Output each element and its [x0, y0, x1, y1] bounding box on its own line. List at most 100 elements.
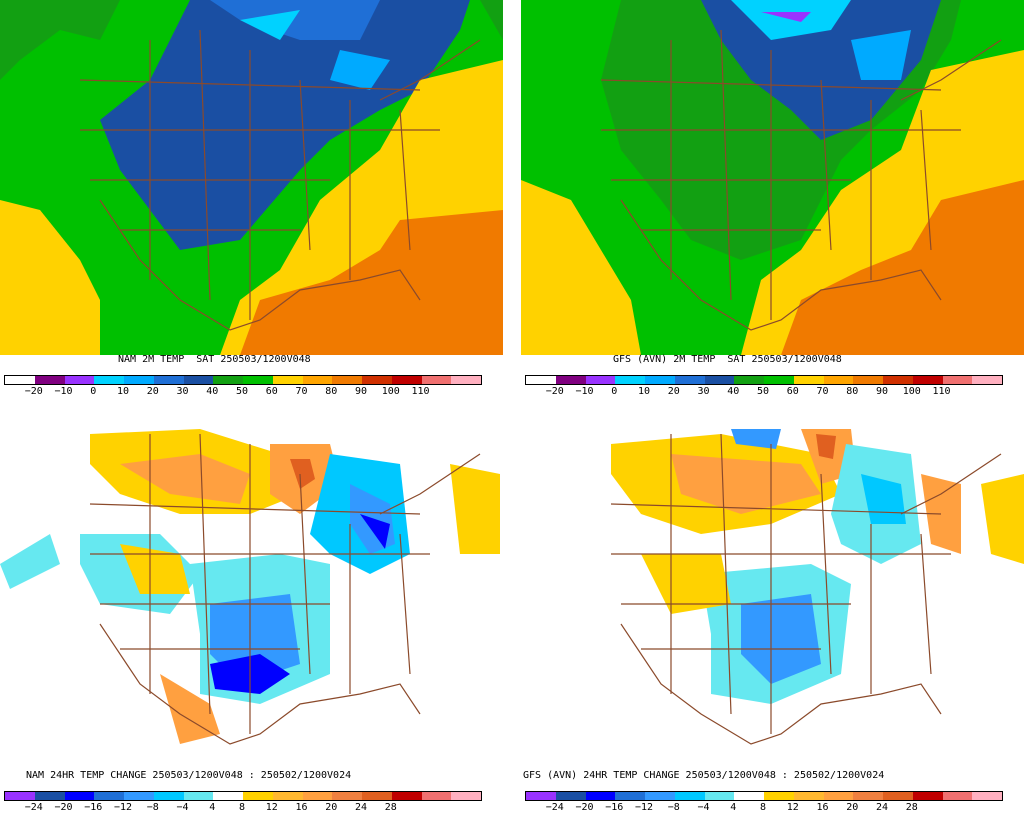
colorbar-swatch: [213, 792, 243, 800]
nam-temp-colorbar-labels: −20 −10 0 10 20 30 40 50 60 70 80 90 100 110: [4, 386, 480, 398]
colorbar-label: 90: [354, 386, 368, 397]
colorbar-swatch: [302, 792, 333, 800]
colorbar-label: 20: [667, 386, 680, 397]
colorbar-label: −20: [545, 386, 564, 397]
colorbar-swatch: [764, 792, 794, 800]
colorbar-label: 110: [411, 386, 430, 397]
state-borders: [610, 433, 1002, 745]
colorbar-label: −8: [667, 802, 680, 813]
colorbar-label: 20: [846, 802, 859, 813]
colorbar-swatch: [183, 792, 214, 800]
colorbar-label: 70: [295, 386, 308, 397]
colorbar-label: 40: [727, 386, 740, 397]
colorbar-swatch: [972, 792, 1002, 800]
colorbar-label: 70: [816, 386, 829, 397]
colorbar-swatch: [421, 792, 452, 800]
colorbar-label: 16: [295, 802, 308, 813]
colorbar-label: −20: [575, 802, 594, 813]
panel-nam-2m-temp: NAM 2M TEMP SAT 250503/1200V048 −20 −10 0 1…: [0, 0, 503, 405]
gfs-change-title: GFS (AVN) 24HR TEMP CHANGE 250503/1200V0…: [523, 770, 885, 781]
state-borders: [89, 433, 481, 745]
colorbar-label: −16: [84, 802, 103, 813]
colorbar-swatch: [213, 376, 243, 384]
colorbar-swatch: [302, 376, 333, 384]
colorbar-swatch: [153, 376, 184, 384]
colorbar-swatch: [764, 376, 794, 384]
colorbar-label: 40: [206, 386, 219, 397]
colorbar-swatch: [585, 376, 616, 384]
colorbar-swatch: [645, 376, 675, 384]
colorbar-label: 20: [325, 802, 338, 813]
colorbar-label: 24: [875, 802, 889, 813]
panel-gfs-24hr-change: GFS (AVN) 24HR TEMP CHANGE 250503/1200V0…: [521, 414, 1024, 819]
colorbar-swatch: [153, 792, 184, 800]
colorbar-swatch: [823, 792, 854, 800]
colorbar-swatch: [362, 376, 392, 384]
colorbar-swatch: [243, 376, 273, 384]
colorbar-label: 80: [325, 386, 338, 397]
colorbar-swatch: [585, 792, 616, 800]
colorbar-label: 30: [697, 386, 710, 397]
colorbar-swatch: [5, 376, 35, 384]
colorbar-swatch: [734, 792, 764, 800]
colorbar-swatch: [674, 792, 705, 800]
colorbar-label: −20: [54, 802, 73, 813]
nam-change-map: [0, 414, 503, 770]
colorbar-label: 4: [209, 802, 216, 813]
colorbar-swatch: [124, 376, 154, 384]
colorbar-swatch: [451, 376, 481, 384]
colorbar-swatch: [793, 376, 824, 384]
colorbar-swatch: [555, 792, 586, 800]
colorbar-swatch: [942, 792, 973, 800]
colorbar-label: 12: [265, 802, 278, 813]
colorbar-label: 12: [786, 802, 799, 813]
colorbar-swatch: [853, 792, 883, 800]
colorbar-label: 50: [235, 386, 249, 397]
colorbar-swatch: [972, 376, 1002, 384]
colorbar-swatch: [64, 376, 95, 384]
colorbar-label: 50: [756, 386, 770, 397]
colorbar-label: −12: [113, 802, 133, 813]
colorbar-swatch: [64, 792, 95, 800]
colorbar-label: 24: [354, 802, 368, 813]
colorbar-label: −20: [24, 386, 43, 397]
panel-nam-24hr-change: NAM 24HR TEMP CHANGE 250503/1200V048 : 2…: [0, 414, 503, 819]
colorbar-swatch: [332, 792, 362, 800]
nam-temp-colorbar: [4, 375, 482, 385]
colorbar-label: −10: [575, 386, 594, 397]
colorbar-label: 20: [146, 386, 159, 397]
colorbar-swatch: [183, 376, 214, 384]
colorbar-swatch: [704, 792, 735, 800]
gfs-temp-title: GFS (AVN) 2M TEMP SAT 250503/1200V048: [613, 354, 842, 365]
colorbar-swatch: [391, 376, 422, 384]
colorbar-swatch: [615, 792, 645, 800]
colorbar-label: 110: [932, 386, 951, 397]
colorbar-swatch: [912, 792, 943, 800]
panel-gfs-2m-temp: GFS (AVN) 2M TEMP SAT 250503/1200V048 −2…: [521, 0, 1024, 405]
gfs-change-colorbar: [525, 791, 1003, 801]
nam-temp-map: [0, 0, 503, 355]
colorbar-swatch: [332, 376, 362, 384]
colorbar-label: −4: [697, 802, 710, 813]
colorbar-label: 100: [381, 386, 400, 397]
nam-change-colorbar-labels: −24 −20 −16 −12 −8 −4 4 8 12 16 20 24 28: [4, 802, 480, 814]
colorbar-swatch: [883, 792, 913, 800]
colorbar-label: 10: [116, 386, 130, 397]
colorbar-swatch: [853, 376, 883, 384]
colorbar-label: 8: [238, 802, 246, 813]
colorbar-swatch: [526, 376, 556, 384]
colorbar-swatch: [94, 792, 124, 800]
colorbar-label: 0: [611, 386, 618, 397]
colorbar-label: 8: [759, 802, 767, 813]
colorbar-swatch: [883, 376, 913, 384]
colorbar-swatch: [555, 376, 586, 384]
colorbar-swatch: [5, 792, 35, 800]
colorbar-label: 100: [902, 386, 921, 397]
colorbar-label: −24: [545, 802, 564, 813]
colorbar-label: 28: [905, 802, 918, 813]
colorbar-label: 30: [176, 386, 189, 397]
state-borders: [79, 29, 481, 331]
colorbar-swatch: [272, 792, 303, 800]
nam-change-colorbar: [4, 791, 482, 801]
colorbar-swatch: [645, 792, 675, 800]
